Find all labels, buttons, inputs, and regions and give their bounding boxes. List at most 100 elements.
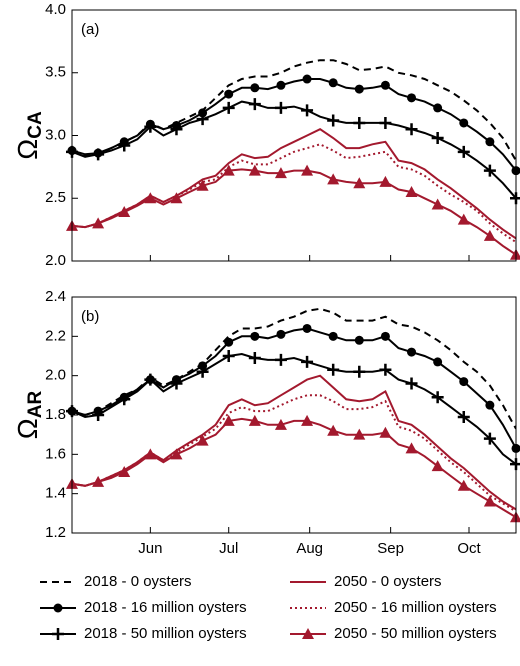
marker-triangle: [144, 192, 157, 204]
marker-plus: [222, 101, 235, 114]
marker-circle: [433, 357, 443, 367]
plot-frame: [71, 9, 517, 262]
legend-marker: [52, 628, 64, 640]
marker-circle: [250, 331, 260, 341]
marker-plus: [118, 139, 131, 152]
marker-plus: [248, 351, 261, 364]
x-tick-label: Sep: [377, 540, 404, 557]
marker-plus: [170, 377, 183, 390]
marker-triangle: [405, 442, 418, 454]
marker-plus: [353, 365, 366, 378]
marker-triangle: [301, 414, 314, 426]
y-label-subscript: AR: [25, 391, 46, 419]
marker-circle: [380, 80, 390, 90]
y-tick-label: 2.2: [45, 327, 66, 344]
marker-circle: [276, 80, 286, 90]
marker-triangle: [144, 448, 157, 460]
series-line: [72, 394, 516, 513]
y-tick-label: 2.0: [45, 367, 66, 384]
y-axis-label: ΩCA: [12, 111, 46, 160]
marker-triangle: [92, 217, 105, 229]
y-tick-label: 1.2: [45, 524, 66, 541]
y-tick-label: 2.4: [45, 288, 66, 305]
marker-plus: [405, 377, 418, 390]
marker-triangle: [170, 192, 183, 204]
marker-plus: [248, 98, 261, 111]
marker-plus: [483, 432, 496, 445]
legend-label: 2018 - 50 million oysters: [84, 625, 247, 642]
marker-triangle: [196, 434, 209, 446]
marker-circle: [407, 347, 417, 357]
marker-triangle: [353, 177, 366, 189]
series-line: [72, 352, 516, 465]
marker-plus: [92, 148, 105, 161]
y-tick-label: 1.4: [45, 485, 66, 502]
y-label-symbol: Ω: [12, 418, 43, 439]
marker-triangle: [327, 173, 340, 185]
y-tick-label: 1.8: [45, 406, 66, 423]
marker-plus: [301, 104, 314, 117]
series-line: [72, 417, 516, 519]
marker-circle: [380, 331, 390, 341]
marker-plus: [144, 373, 157, 386]
marker-plus: [379, 363, 392, 376]
marker-plus: [301, 355, 314, 368]
marker-plus: [353, 116, 366, 129]
marker-circle: [276, 329, 286, 339]
marker-circle: [250, 83, 260, 93]
marker-plus: [483, 164, 496, 177]
marker-plus: [405, 123, 418, 136]
marker-circle: [328, 78, 338, 88]
legend-label: 2050 - 16 million oysters: [334, 599, 497, 616]
series-line: [72, 168, 516, 256]
marker-triangle: [483, 229, 496, 241]
legend-label: 2018 - 0 oysters: [84, 573, 192, 590]
marker-plus: [144, 120, 157, 133]
x-tick-label: Oct: [457, 540, 481, 557]
series-line: [72, 128, 516, 240]
marker-plus: [170, 123, 183, 136]
marker-circle: [459, 118, 469, 128]
y-tick-label: 2.5: [45, 189, 66, 206]
marker-triangle: [457, 479, 470, 491]
marker-plus: [196, 113, 209, 126]
marker-circle: [485, 137, 495, 147]
marker-plus: [379, 116, 392, 129]
marker-triangle: [196, 179, 209, 191]
marker-circle: [485, 400, 495, 410]
marker-plus: [222, 350, 235, 362]
panel-label: (b): [81, 308, 99, 325]
series-line: [72, 143, 516, 244]
y-label-subscript: CA: [25, 111, 46, 139]
panel-label: (a): [81, 21, 99, 38]
marker-triangle: [274, 418, 287, 430]
legend-label: 2050 - 50 million oysters: [334, 625, 497, 642]
marker-triangle: [510, 511, 520, 523]
marker-circle: [302, 323, 312, 333]
y-label-symbol: Ω: [12, 139, 43, 160]
marker-triangle: [431, 460, 444, 472]
marker-circle: [224, 337, 234, 347]
series-line: [72, 78, 516, 172]
marker-triangle: [170, 448, 183, 460]
marker-triangle: [510, 248, 520, 260]
marker-triangle: [222, 164, 235, 176]
marker-plus: [196, 365, 209, 378]
marker-plus: [431, 391, 444, 404]
marker-plus: [118, 393, 131, 406]
marker-circle: [354, 335, 364, 345]
y-tick-label: 1.6: [45, 445, 66, 462]
x-tick-label: Aug: [296, 540, 323, 557]
marker-triangle: [405, 185, 418, 197]
x-tick-label: Jun: [138, 540, 162, 557]
legend-label: 2018 - 16 million oysters: [84, 599, 247, 616]
marker-triangle: [379, 175, 392, 187]
legend-marker: [53, 603, 63, 613]
marker-plus: [457, 145, 470, 158]
marker-triangle: [379, 426, 392, 438]
marker-circle: [433, 103, 443, 113]
marker-circle: [328, 331, 338, 341]
marker-circle: [407, 93, 417, 103]
marker-triangle: [222, 414, 235, 426]
